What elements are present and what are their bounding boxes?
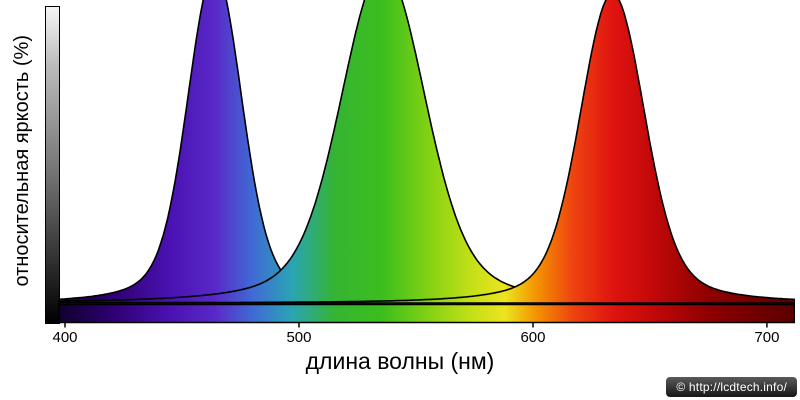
x-axis-title: длина волны (нм)	[305, 348, 495, 374]
y-axis-label: относительная яркость (%)	[10, 35, 33, 287]
series-red-primary	[58, 0, 795, 304]
x-axis-spectrum-bar	[58, 303, 795, 324]
y-axis-label-box: относительная яркость (%)	[4, 0, 40, 322]
plot-area	[58, 0, 795, 328]
x-axis-tick-label: 400	[52, 329, 78, 346]
x-axis-tick-label: 700	[754, 329, 780, 346]
x-axis-tick-label: 500	[286, 329, 312, 346]
watermark: © http://lcdtech.info/	[666, 377, 797, 397]
x-axis-tick-label: 600	[520, 329, 546, 346]
y-axis-gradient-bar	[45, 6, 60, 324]
